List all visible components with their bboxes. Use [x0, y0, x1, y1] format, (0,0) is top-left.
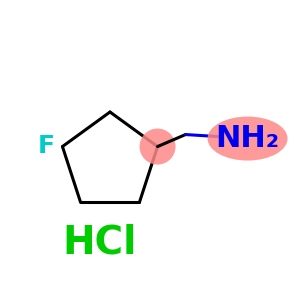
- Text: HCl: HCl: [63, 223, 137, 261]
- Ellipse shape: [140, 128, 175, 164]
- Text: NH₂: NH₂: [215, 124, 280, 153]
- Ellipse shape: [208, 116, 288, 160]
- Text: F: F: [38, 134, 55, 158]
